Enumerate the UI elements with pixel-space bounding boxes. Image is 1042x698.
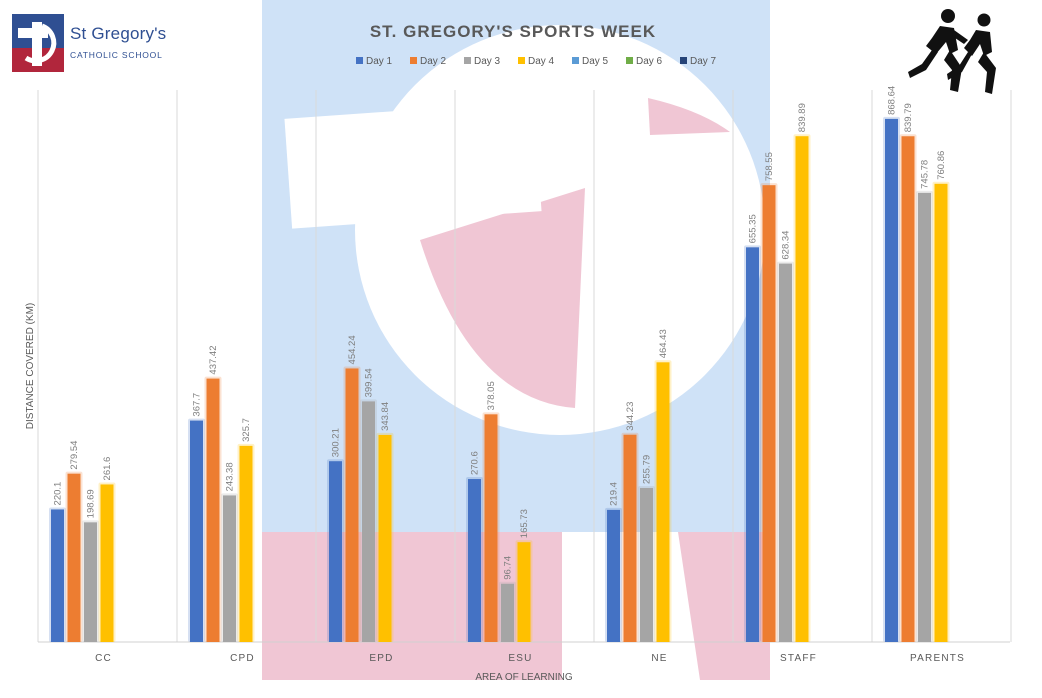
bar-ne-day-1 (607, 509, 620, 642)
legend-label-day-1: Day 1 (366, 56, 393, 67)
data-label: 344.23 (625, 402, 636, 431)
bar-cc-day-2 (67, 473, 81, 642)
data-label: 760.86 (936, 151, 947, 180)
bar-parents-day-2 (901, 136, 915, 642)
category-separators (37, 90, 1012, 642)
legend-swatch-day-2 (410, 57, 417, 64)
data-label: 464.43 (658, 329, 669, 358)
category-label-epd: EPD (369, 653, 393, 664)
data-label: 255.79 (642, 455, 653, 484)
bar-staff-day-3 (779, 263, 792, 642)
y-axis-title: DISTANCE COVERED (KM) (25, 303, 36, 430)
chart-title: ST. GREGORY'S SPORTS WEEK (370, 22, 656, 41)
data-label: 343.84 (380, 402, 391, 431)
bar-esu-day-2 (484, 414, 498, 642)
category-label-ne: NE (651, 653, 667, 664)
legend-swatch-day-5 (572, 57, 579, 64)
legend-label-day-2: Day 2 (420, 56, 447, 67)
category-label-esu: ESU (508, 653, 532, 664)
data-label: 399.54 (364, 368, 375, 397)
data-label: 270.6 (470, 451, 481, 475)
bar-ne-day-3 (640, 487, 653, 642)
category-label-cpd: CPD (230, 653, 255, 664)
bar-staff-day-1 (746, 247, 759, 642)
bars-group (49, 116, 950, 643)
data-label: 378.05 (486, 381, 497, 410)
data-label: 279.54 (69, 441, 80, 470)
bar-staff-day-2 (762, 185, 776, 642)
category-labels-group: CC CPD EPD ESU NE STAFF PARENTS (95, 653, 965, 664)
watermark-pink-wedge (420, 188, 585, 408)
bar-epd-day-1 (329, 461, 342, 642)
bar-cpd-day-2 (206, 378, 220, 642)
bar-ne-day-2 (623, 434, 637, 642)
data-label: 758.55 (764, 152, 775, 181)
bar-cc-day-3 (84, 522, 97, 642)
legend-label-day-3: Day 3 (474, 56, 501, 67)
school-name: St Gregory's (70, 24, 167, 43)
legend-swatch-day-1 (356, 57, 363, 64)
bar-cpd-day-4 (239, 445, 253, 642)
watermark-pink-top (648, 98, 730, 135)
data-labels-group: 220.1 279.54 198.69 261.6 367.7 437.42 243.38 3… (53, 86, 948, 580)
data-label: 220.1 (53, 482, 64, 506)
bar-cpd-day-3 (223, 495, 236, 642)
legend-label-day-5: Day 5 (582, 56, 609, 67)
bar-cc-day-1 (51, 509, 64, 642)
bar-epd-day-2 (345, 368, 359, 642)
bar-esu-day-4 (517, 542, 531, 642)
data-label: 454.24 (347, 335, 358, 364)
bar-staff-day-4 (795, 136, 809, 642)
data-label: 868.64 (887, 86, 898, 115)
watermark-white-bar (284, 101, 542, 229)
legend-swatch-day-7 (680, 57, 687, 64)
runners-icon (908, 9, 996, 94)
bar-parents-day-3 (918, 192, 931, 643)
category-label-parents: PARENTS (910, 653, 965, 664)
category-label-cc: CC (95, 653, 112, 664)
data-label: 243.38 (225, 462, 236, 491)
crest-icon (12, 14, 64, 72)
x-axis-title: AREA OF LEARNING (475, 672, 572, 683)
school-subtitle: CATHOLIC SCHOOL (70, 50, 163, 60)
category-label-staff: STAFF (780, 653, 817, 664)
data-label: 261.6 (102, 457, 113, 481)
data-label: 839.89 (797, 103, 808, 132)
data-label: 839.79 (903, 103, 914, 132)
legend-swatch-day-3 (464, 57, 471, 64)
data-label: 367.7 (192, 393, 203, 417)
data-label: 219.4 (609, 482, 620, 506)
data-label: 300.21 (331, 428, 342, 457)
school-logo: St Gregory's CATHOLIC SCHOOL (12, 14, 182, 76)
data-label: 745.78 (920, 160, 931, 189)
bar-cpd-day-1 (190, 420, 203, 642)
data-label: 96.74 (503, 556, 514, 580)
data-label: 325.7 (241, 418, 252, 442)
legend-label-day-4: Day 4 (528, 56, 555, 67)
data-label: 198.69 (86, 489, 97, 518)
data-label: 165.73 (519, 509, 530, 538)
legend-label-day-7: Day 7 (690, 56, 717, 67)
bar-parents-day-1 (885, 118, 898, 643)
bar-parents-day-4 (934, 183, 948, 642)
bar-ne-day-4 (656, 362, 670, 642)
bar-esu-day-1 (468, 479, 481, 642)
data-label: 655.35 (748, 214, 759, 243)
data-label: 437.42 (208, 346, 219, 375)
bar-epd-day-3 (362, 401, 375, 642)
bar-esu-day-3 (501, 583, 514, 642)
bar-cc-day-4 (100, 484, 114, 642)
legend-label-day-6: Day 6 (636, 56, 663, 67)
data-label: 628.34 (781, 231, 792, 260)
bar-epd-day-4 (378, 434, 392, 642)
legend-swatch-day-4 (518, 57, 525, 64)
legend-swatch-day-6 (626, 57, 633, 64)
legend: Day 1 Day 2 Day 3 Day 4 Day 5 Day 6 Day 7 (356, 56, 717, 67)
